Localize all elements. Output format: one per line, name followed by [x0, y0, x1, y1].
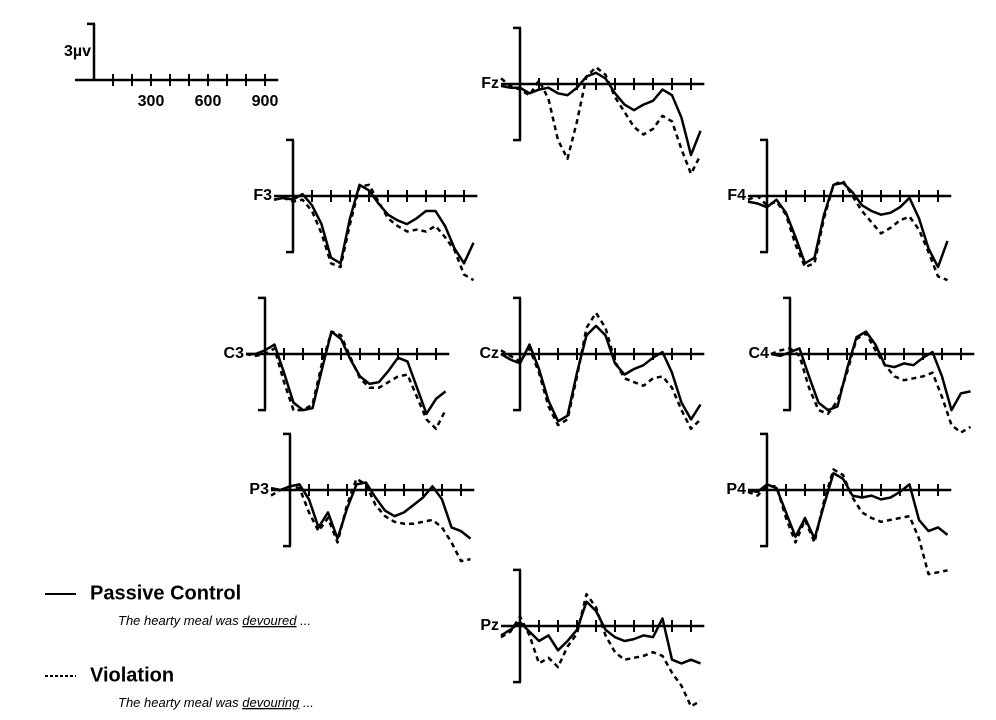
waveform — [500, 65, 702, 176]
electrode-label: P4 — [726, 481, 746, 498]
sentence-part: ... — [297, 613, 311, 628]
legend-label: Passive Control — [90, 582, 241, 604]
x-tick-label: 900 — [252, 93, 279, 110]
legend-sentence: The hearty meal was devoured ... — [118, 613, 311, 628]
electrode-label: Pz — [480, 617, 499, 634]
waveform — [747, 471, 949, 540]
sentence-part: The hearty meal was — [118, 613, 242, 628]
waveform — [770, 330, 971, 412]
legend-sentence: The hearty meal was devouring ... — [118, 695, 314, 710]
x-tick-label: 300 — [138, 93, 165, 110]
waveform — [246, 330, 447, 416]
waveform — [245, 330, 447, 431]
waveform — [273, 183, 475, 282]
sentence-part: The hearty meal was — [118, 695, 242, 710]
electrode-label: F3 — [253, 187, 272, 204]
waveform — [500, 324, 702, 423]
scale-label: 3µv — [64, 43, 91, 60]
sentence-part: ... — [299, 695, 313, 710]
waveform — [270, 477, 471, 563]
waveform — [500, 311, 702, 431]
x-tick-label: 600 — [195, 93, 222, 110]
electrode-label: F4 — [727, 187, 746, 204]
electrode-label: Cz — [479, 345, 499, 362]
waveform — [770, 332, 972, 434]
sentence-part: devouring — [242, 695, 300, 710]
waveform — [747, 468, 948, 576]
electrode-label: C3 — [224, 345, 245, 362]
waveform — [273, 183, 475, 265]
legend-label: Violation — [90, 664, 174, 686]
waveform — [500, 71, 702, 157]
waveform — [270, 481, 472, 540]
sentence-part: devoured — [242, 613, 297, 628]
electrode-label: C4 — [749, 345, 770, 362]
electrode-label: Fz — [481, 75, 499, 92]
electrode-label: P3 — [249, 481, 269, 498]
waveform — [500, 592, 702, 708]
waveform — [500, 600, 701, 665]
